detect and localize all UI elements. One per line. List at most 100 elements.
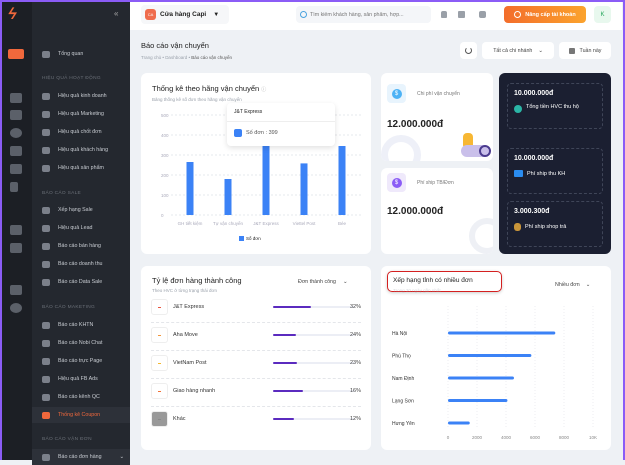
sort-filter[interactable]: Nhiều đơn ⌄ [555, 282, 590, 288]
sidebar-item[interactable]: Báo cáo đơn hàng ⌄ [32, 449, 130, 465]
chart-icon [42, 92, 50, 100]
period-label: Tuần này [579, 47, 602, 54]
shop-icon[interactable] [458, 11, 465, 18]
network-rail-icon[interactable] [10, 243, 22, 253]
success-percent: 12% [349, 416, 361, 422]
customer-fee-box: 10.000.000đ Phí ship thu KH [507, 148, 603, 194]
sidebar-item-label: Tổng quan [58, 51, 84, 57]
y-tick-label: 300 [161, 153, 169, 158]
period-select[interactable]: Tuần này [559, 42, 611, 59]
section-heading: BÁO CÁO VẬN ĐƠN [42, 437, 92, 442]
sidebar-item[interactable]: Báo cáo KHTN [32, 317, 130, 333]
stat-label: Phí ship thu KH [527, 170, 566, 177]
card-subtitle: Theo HVC ở từng trạng thái đơn [152, 288, 217, 293]
chart-legend[interactable]: Số đơn [239, 236, 261, 241]
sidebar-item-label: Thống kê Coupon [58, 412, 101, 418]
sidebar-item-label: Báo cáo kênh QC [58, 394, 100, 400]
bars-icon [42, 128, 50, 136]
collapse-sidebar-button[interactable]: « [114, 9, 119, 18]
carrier-name: Khác [173, 416, 186, 422]
sidebar-item[interactable]: Xếp hạng Sale [32, 202, 130, 218]
progress-fill [273, 362, 297, 364]
avatar[interactable]: K [594, 6, 611, 23]
province-bar-chart: 0 2000 4000 6000 8000 10K Hà Nội Phú Thọ Nam Địn… [392, 306, 597, 440]
stat-value: 12.000.000đ [387, 206, 444, 217]
stat-label: Phí ship shop trả [525, 224, 567, 230]
icon-rail: ϟ [0, 0, 32, 460]
sidebar-menu: « Tổng quan HIỆU QUẢ HOẠT ĐỘNG Hiệu quả … [32, 0, 130, 465]
progress-fill [273, 306, 311, 308]
phone-rail-icon[interactable] [10, 110, 22, 120]
success-percent: 24% [349, 332, 361, 338]
carrier-logo: ▬ [151, 327, 168, 343]
row-divider [151, 322, 361, 323]
sidebar-item[interactable]: Báo cáo trực Page [32, 353, 130, 369]
breadcrumb: Trang chủ • Dashboard • Báo cáo vận chuy… [141, 55, 233, 60]
sidebar-item[interactable]: Hiệu quả FB Ads [32, 371, 130, 387]
sidebar-item[interactable]: Hiệu quả Marketing [32, 106, 130, 122]
report-rail-icon[interactable] [10, 225, 22, 235]
y-tick-label: Lạng Sơn [392, 399, 414, 405]
store-rail-icon[interactable] [10, 164, 22, 174]
search-input[interactable] [310, 11, 425, 18]
printer-rail-icon[interactable] [10, 146, 22, 156]
grid-rail-icon[interactable] [10, 285, 22, 295]
store-switcher[interactable]: CA Cửa hàng Capi ▼ [141, 5, 229, 24]
sidebar-item-label: Hiệu quả khách hàng [58, 147, 109, 153]
breadcrumb-home[interactable]: Trang chủ [141, 55, 162, 60]
overview-rail-icon[interactable] [8, 49, 24, 59]
sidebar-item[interactable]: Hiệu quả khách hàng [32, 142, 130, 158]
list-icon [42, 164, 50, 172]
chart-rail-icon[interactable] [10, 93, 22, 103]
breadcrumb-dashboard[interactable]: Dashboard [165, 55, 188, 60]
row-divider [151, 350, 361, 351]
y-tick-label: Nam Định [392, 376, 414, 382]
sidebar-item-label: Hiệu quả Marketing [58, 111, 104, 117]
x-tick-label: Viettel Post [293, 221, 316, 226]
store-name: Cửa hàng Capi [160, 11, 207, 18]
pie-icon [42, 375, 50, 383]
carrier-name: Giao hàng nhanh [173, 388, 216, 394]
stat-row: Tổng tiền HVC thu hộ [514, 103, 596, 113]
sidebar-item[interactable]: Hiệu quả chốt đơn [32, 124, 130, 140]
upgrade-button[interactable]: Nâng cấp tài khoản [504, 6, 586, 23]
sidebar-item[interactable]: Hiệu quả kinh doanh [32, 88, 130, 104]
bar-4 [448, 421, 470, 425]
tooltip-value: Số đơn : 399 [246, 130, 278, 136]
search-box[interactable] [296, 6, 431, 23]
bar-4 [338, 146, 346, 215]
coupon-icon [42, 411, 50, 419]
cod-summary-card: 10.000.000đ Tổng tiền HVC thu hộ 10.000.… [499, 73, 611, 254]
stat-value: 10.000.000đ [514, 90, 554, 97]
bar-3 [448, 399, 508, 402]
sidebar-item[interactable]: Báo cáo Data Sale [32, 274, 130, 290]
growth-icon [42, 224, 50, 232]
sidebar-item[interactable]: Hiệu quả sản phẩm [32, 160, 130, 176]
sidebar-item-coupon[interactable]: Thống kê Coupon [32, 407, 130, 423]
sidebar-item[interactable]: Báo cáo kênh QC [32, 389, 130, 405]
y-tick-label: Hưng Yên [392, 421, 415, 427]
info-icon[interactable]: ⓘ [261, 87, 267, 93]
trend-icon [42, 110, 50, 118]
branch-select[interactable]: Tất cả chi nhánh ⌄ [482, 42, 554, 59]
sidebar-item[interactable]: Hiệu quả Lead [32, 220, 130, 236]
x-tick-label: 10K [589, 435, 597, 440]
sidebar-item[interactable]: Báo cáo bán hàng [32, 238, 130, 254]
sidebar-item-overview[interactable]: Tổng quan [32, 46, 130, 62]
status-filter[interactable]: Đơn thành công ⌄ [298, 279, 347, 285]
refresh-button[interactable] [460, 42, 477, 59]
carrier-logo: ▬ [151, 411, 168, 427]
sidebar-item[interactable]: Báo cáo doanh thu [32, 256, 130, 272]
carrier-logo: ▬ [151, 383, 168, 399]
sidebar-item[interactable]: Báo cáo Nobi Chat [32, 335, 130, 351]
app-logo: ϟ [5, 6, 19, 23]
settings-rail-icon[interactable] [10, 303, 22, 313]
flash-rail-icon[interactable] [10, 182, 18, 192]
chevron-down-icon: ⌄ [342, 279, 348, 285]
x-tick-label: J&T Express [253, 221, 279, 226]
apps-icon[interactable] [479, 11, 486, 18]
bar-2 [262, 143, 270, 215]
sidebar-item-label: Hiệu quả kinh doanh [58, 93, 107, 99]
user-rail-icon[interactable] [10, 128, 22, 138]
notification-icon[interactable] [441, 11, 447, 18]
